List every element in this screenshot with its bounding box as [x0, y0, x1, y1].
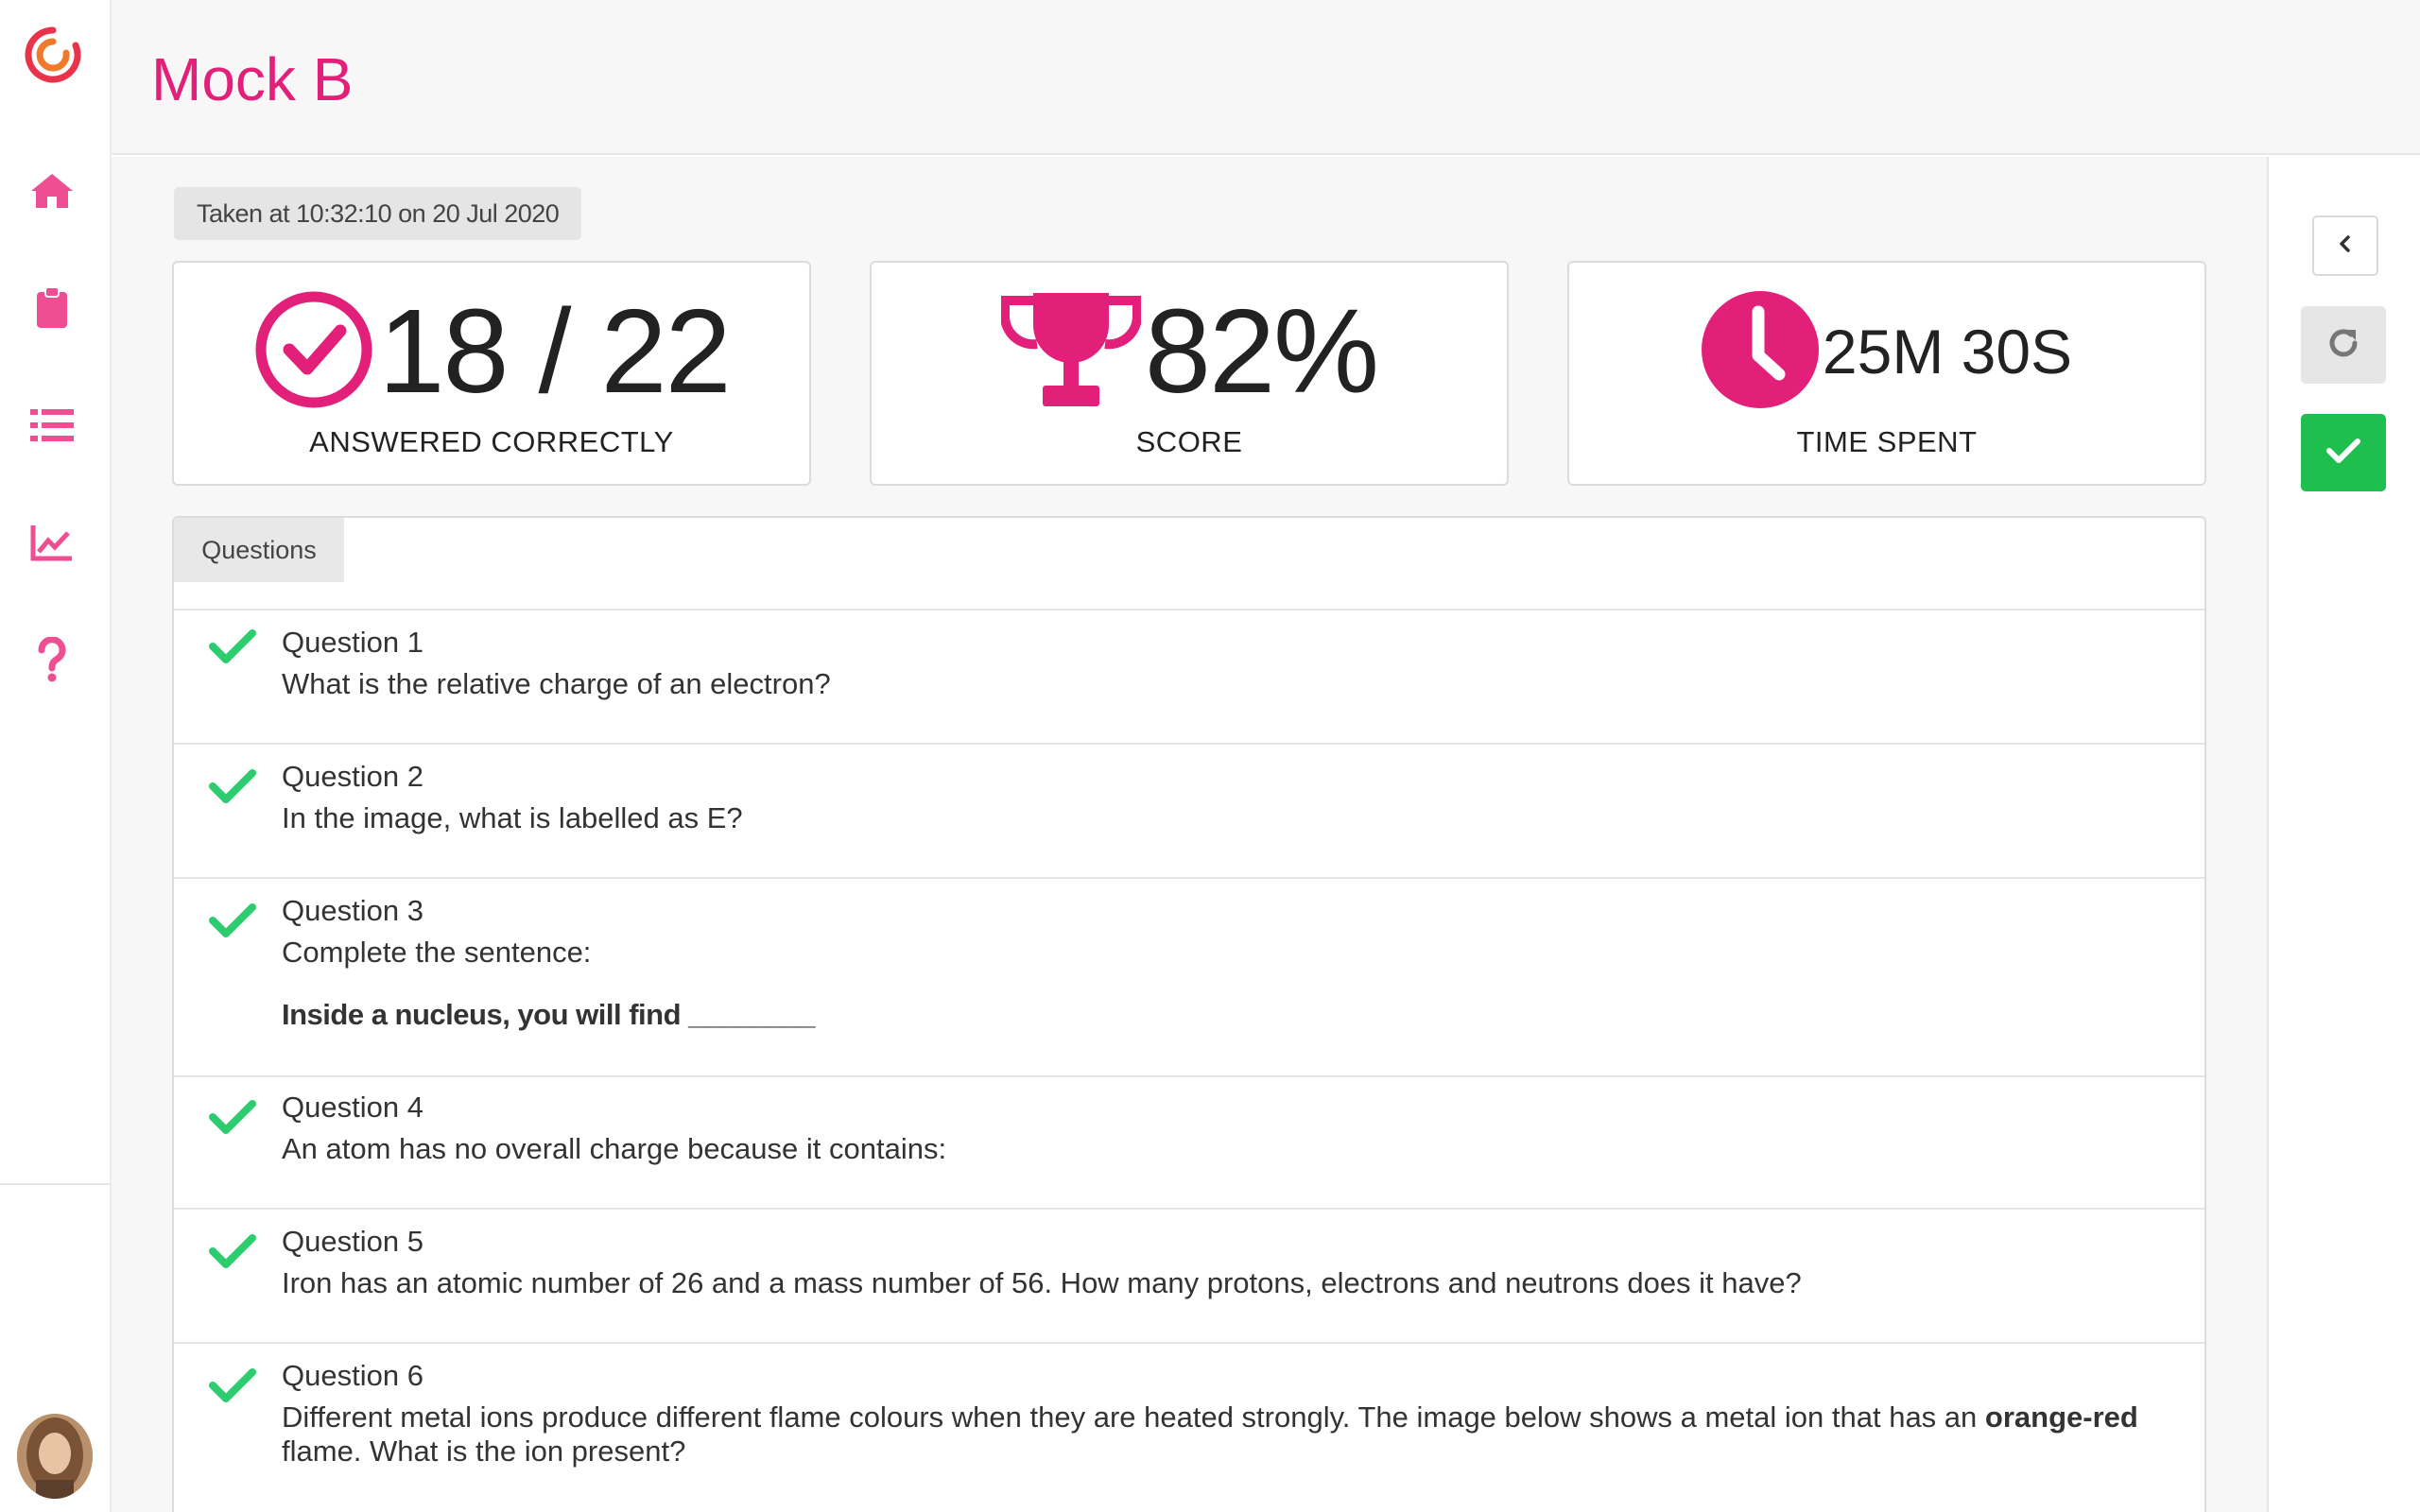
question-text: Iron has an atomic number of 26 and a ma…: [282, 1266, 1802, 1299]
finish-button[interactable]: [2301, 414, 2386, 491]
question-item-2[interactable]: Question 2 In the image, what is labelle…: [174, 743, 2204, 877]
avatar[interactable]: [17, 1414, 93, 1499]
correct-check-icon: [208, 1366, 257, 1404]
question-item-4[interactable]: Question 4 An atom has no overall charge…: [174, 1075, 2204, 1208]
question-text-part: Different metal ions produce different f…: [282, 1400, 1985, 1434]
question-text: Complete the sentence:: [282, 936, 592, 969]
question-icon[interactable]: [24, 631, 80, 688]
correct-label: ANSWERED CORRECTLY: [309, 425, 674, 458]
correct-check-icon: [208, 1098, 257, 1136]
check-circle-icon: [253, 289, 374, 415]
question-text: Different metal ions produce different f…: [282, 1400, 2148, 1469]
question-item-1[interactable]: Question 1 What is the relative charge o…: [174, 609, 2204, 743]
correct-check-icon: [208, 627, 257, 665]
questions-panel: Questions Question 1 What is the relativ…: [172, 516, 2206, 1512]
correct-check-icon: [208, 902, 257, 939]
score-label: SCORE: [1135, 425, 1243, 458]
list-icon[interactable]: [24, 397, 80, 454]
clipboard-icon[interactable]: [24, 280, 80, 336]
question-text-part: flame. What is the ion present?: [282, 1435, 686, 1468]
question-number: Question 6: [282, 1359, 424, 1392]
taken-at-badge: Taken at 10:32:10 on 20 Jul 2020: [174, 187, 582, 240]
question-number: Question 5: [282, 1225, 424, 1258]
chevron-left-icon: [2338, 234, 2353, 258]
question-item-5[interactable]: Question 5 Iron has an atomic number of …: [174, 1208, 2204, 1342]
question-number: Question 4: [282, 1091, 424, 1124]
page-title: Mock B: [151, 45, 354, 113]
question-text: An atom has no overall charge because it…: [282, 1132, 947, 1165]
time-value: 25M 30S: [1822, 317, 2073, 387]
correct-value: 18 / 22: [378, 284, 731, 418]
main-content: Taken at 10:32:10 on 20 Jul 2020 18 / 22…: [112, 157, 2267, 1512]
home-icon[interactable]: [24, 163, 80, 219]
trophy-icon: [999, 287, 1142, 417]
sidebar: [0, 0, 112, 1512]
collapse-button[interactable]: [2312, 215, 2378, 276]
logo-icon[interactable]: [25, 25, 81, 85]
page-header: Mock B: [112, 0, 2420, 155]
question-item-6[interactable]: Question 6 Different metal ions produce …: [174, 1342, 2204, 1512]
right-rail: [2267, 157, 2420, 1512]
correct-check-icon: [208, 1232, 257, 1270]
question-number: Question 3: [282, 894, 424, 927]
line-chart-icon[interactable]: [24, 514, 80, 571]
question-item-3[interactable]: Question 3 Complete the sentence: Inside…: [174, 877, 2204, 1075]
redo-icon: [2325, 324, 2362, 367]
sidebar-divider: [0, 1183, 112, 1185]
time-card: 25M 30S TIME SPENT: [1567, 261, 2206, 486]
score-card: 82% SCORE: [870, 261, 1509, 486]
tab-questions[interactable]: Questions: [174, 518, 344, 582]
check-icon: [2325, 437, 2361, 470]
question-text: In the image, what is labelled as E?: [282, 801, 743, 834]
correct-card: 18 / 22 ANSWERED CORRECTLY: [172, 261, 811, 486]
question-number: Question 2: [282, 760, 424, 793]
retry-button[interactable]: [2301, 306, 2386, 384]
question-text-emphasis: orange-red: [1984, 1400, 2138, 1434]
clock-icon: [1701, 290, 1819, 413]
question-sentence: Inside a nucleus, you will find ________: [282, 998, 816, 1031]
question-number: Question 1: [282, 626, 424, 659]
question-text: What is the relative charge of an electr…: [282, 667, 831, 700]
time-label: TIME SPENT: [1796, 425, 1978, 458]
score-value: 82%: [1144, 284, 1379, 418]
correct-check-icon: [208, 767, 257, 805]
questions-list: Question 1 What is the relative charge o…: [174, 609, 2204, 1512]
